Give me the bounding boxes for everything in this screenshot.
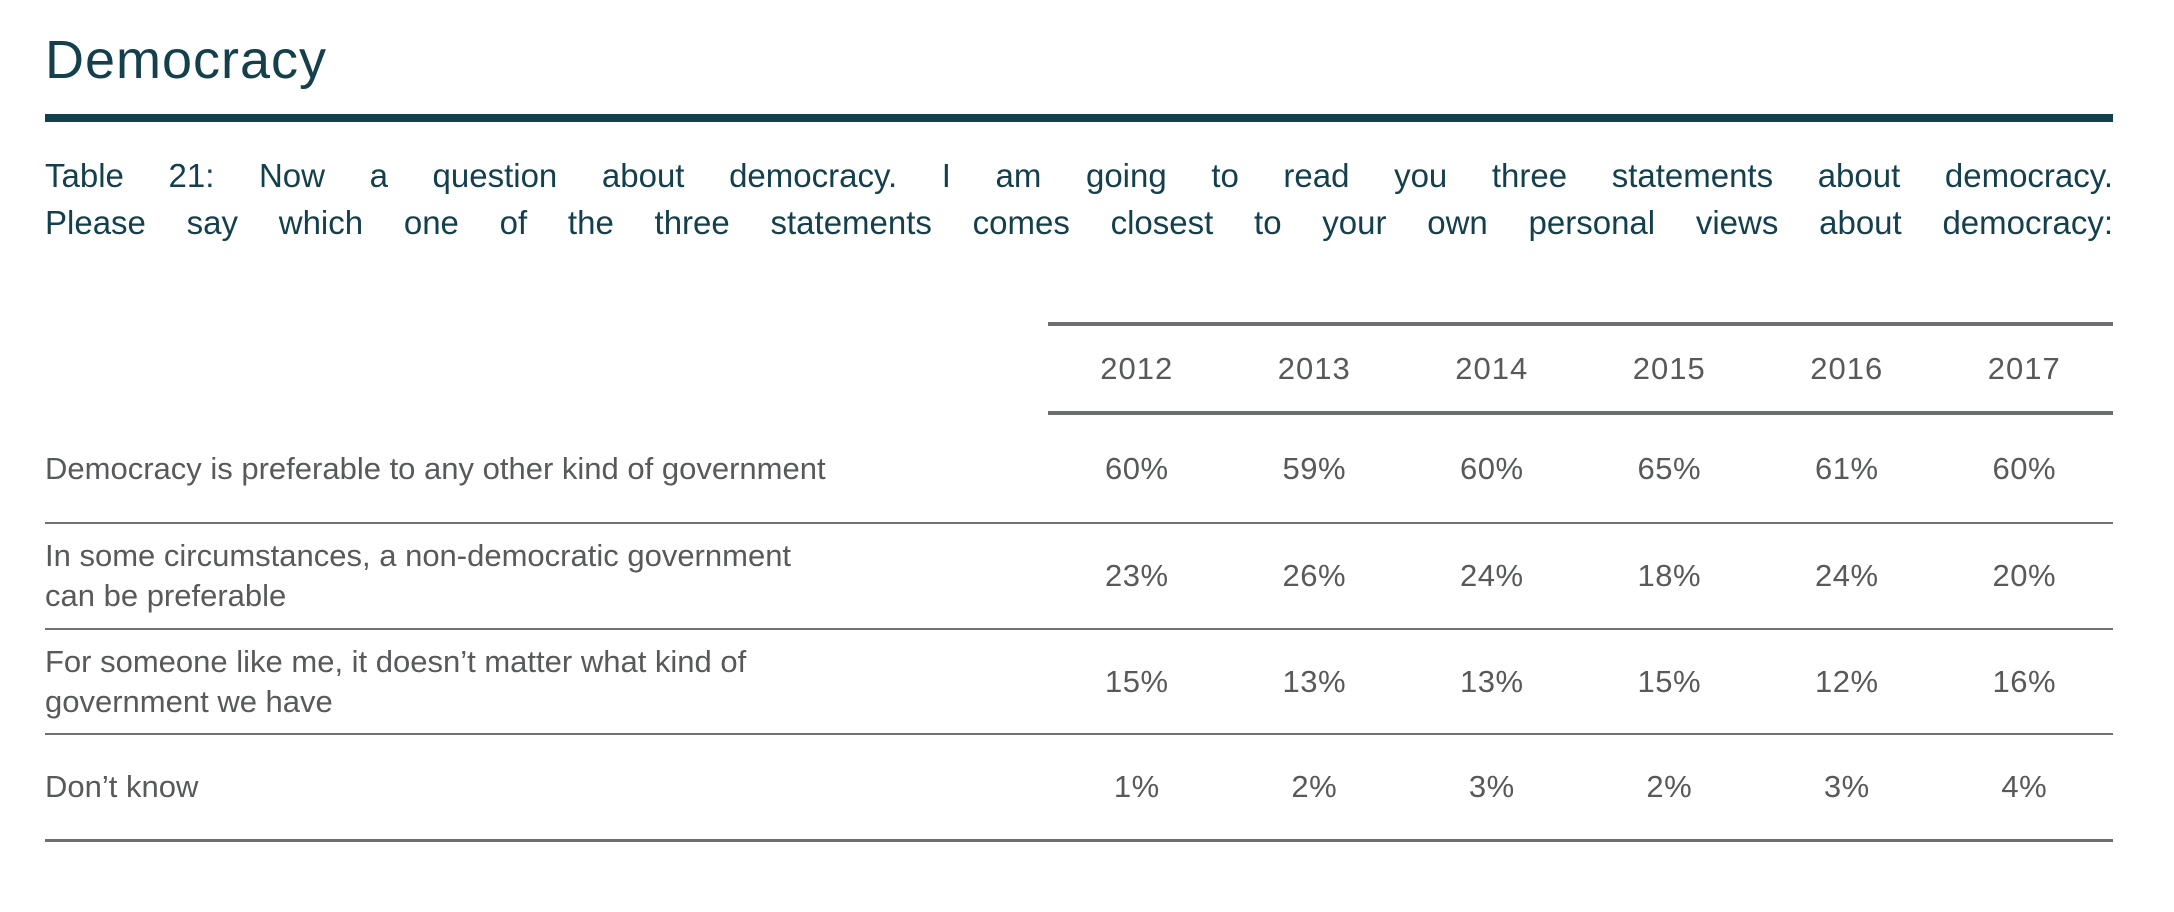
table-body: Democracy is preferable to any other kin… — [45, 415, 2113, 842]
year-column-header: 2015 — [1632, 350, 1706, 386]
row-label-line: government we have — [45, 683, 333, 719]
row-values: 15% 13% 13% 15% 12% 16% — [1048, 664, 2113, 700]
row-label-line: For someone like me, it doesn’t matter w… — [45, 643, 747, 679]
year-header-row: 2012 2013 2014 2015 2016 2017 — [1048, 322, 2113, 415]
value-cell: 15% — [1637, 663, 1702, 699]
value-cell: 18% — [1637, 558, 1702, 593]
value-cell: 60% — [1992, 450, 2057, 486]
year-column-header: 2013 — [1277, 350, 1351, 386]
table-row: Don’t know 1% 2% 3% 2% 3% 4% — [45, 735, 2113, 842]
row-label: Democracy is preferable to any other kin… — [45, 449, 1048, 489]
year-column-header: 2014 — [1455, 350, 1529, 386]
value-cell: 61% — [1814, 450, 1879, 486]
table-row: For someone like me, it doesn’t matter w… — [45, 630, 2113, 735]
value-cell: 24% — [1459, 558, 1524, 593]
year-column-header: 2017 — [1987, 350, 2061, 386]
table-header-row: 2012 2013 2014 2015 2016 2017 — [45, 322, 2113, 415]
table-caption-line: Table 21: Now a question about democracy… — [45, 157, 2113, 194]
value-cell: 15% — [1104, 663, 1169, 699]
value-cell: 3% — [1468, 769, 1515, 804]
row-values: 60% 59% 60% 65% 61% 60% — [1048, 451, 2113, 487]
value-cell: 3% — [1823, 769, 1870, 804]
row-label-line: Democracy is preferable to any other kin… — [45, 450, 826, 486]
table-row: In some circumstances, a non-democratic … — [45, 524, 2113, 630]
row-label-line: In some circumstances, a non-democratic … — [45, 538, 792, 573]
title-rule — [45, 114, 2113, 122]
row-label: For someone like me, it doesn’t matter w… — [45, 642, 1048, 722]
value-cell: 13% — [1459, 663, 1524, 699]
year-column-header: 2012 — [1100, 350, 1174, 386]
page-title: Democracy — [45, 30, 328, 90]
survey-table: 2012 2013 2014 2015 2016 2017 Democracy is pr… — [45, 322, 2113, 842]
row-label-line: Don’t know — [45, 769, 199, 804]
value-cell: 23% — [1104, 558, 1169, 593]
value-cell: 2% — [1291, 769, 1338, 804]
row-label: Don’t know — [45, 767, 1048, 807]
row-label-line: can be preferable — [45, 578, 287, 613]
value-cell: 60% — [1459, 450, 1524, 486]
value-cell: 65% — [1637, 450, 1702, 486]
value-cell: 13% — [1282, 663, 1347, 699]
value-cell: 60% — [1104, 450, 1169, 486]
row-values: 1% 2% 3% 2% 3% 4% — [1048, 769, 2113, 805]
value-cell: 4% — [2001, 769, 2048, 804]
value-cell: 59% — [1282, 450, 1347, 486]
table-row: Democracy is preferable to any other kin… — [45, 415, 2113, 524]
value-cell: 20% — [1992, 558, 2057, 593]
value-cell: 2% — [1646, 769, 1693, 804]
year-column-header: 2016 — [1810, 350, 1884, 386]
table-header-spacer — [45, 322, 1048, 415]
value-cell: 1% — [1113, 769, 1160, 804]
value-cell: 24% — [1814, 558, 1879, 593]
table-caption-line: Please say which one of the three statem… — [45, 204, 2113, 241]
value-cell: 16% — [1992, 663, 2057, 699]
table-caption: Table 21: Now a question about democracy… — [45, 152, 2113, 246]
row-label: In some circumstances, a non-democratic … — [45, 536, 1048, 616]
row-values: 23% 26% 24% 18% 24% 20% — [1048, 558, 2113, 594]
value-cell: 12% — [1814, 663, 1879, 699]
value-cell: 26% — [1282, 558, 1347, 593]
page-content: Democracy Table 21: Now a question about… — [45, 0, 2113, 842]
